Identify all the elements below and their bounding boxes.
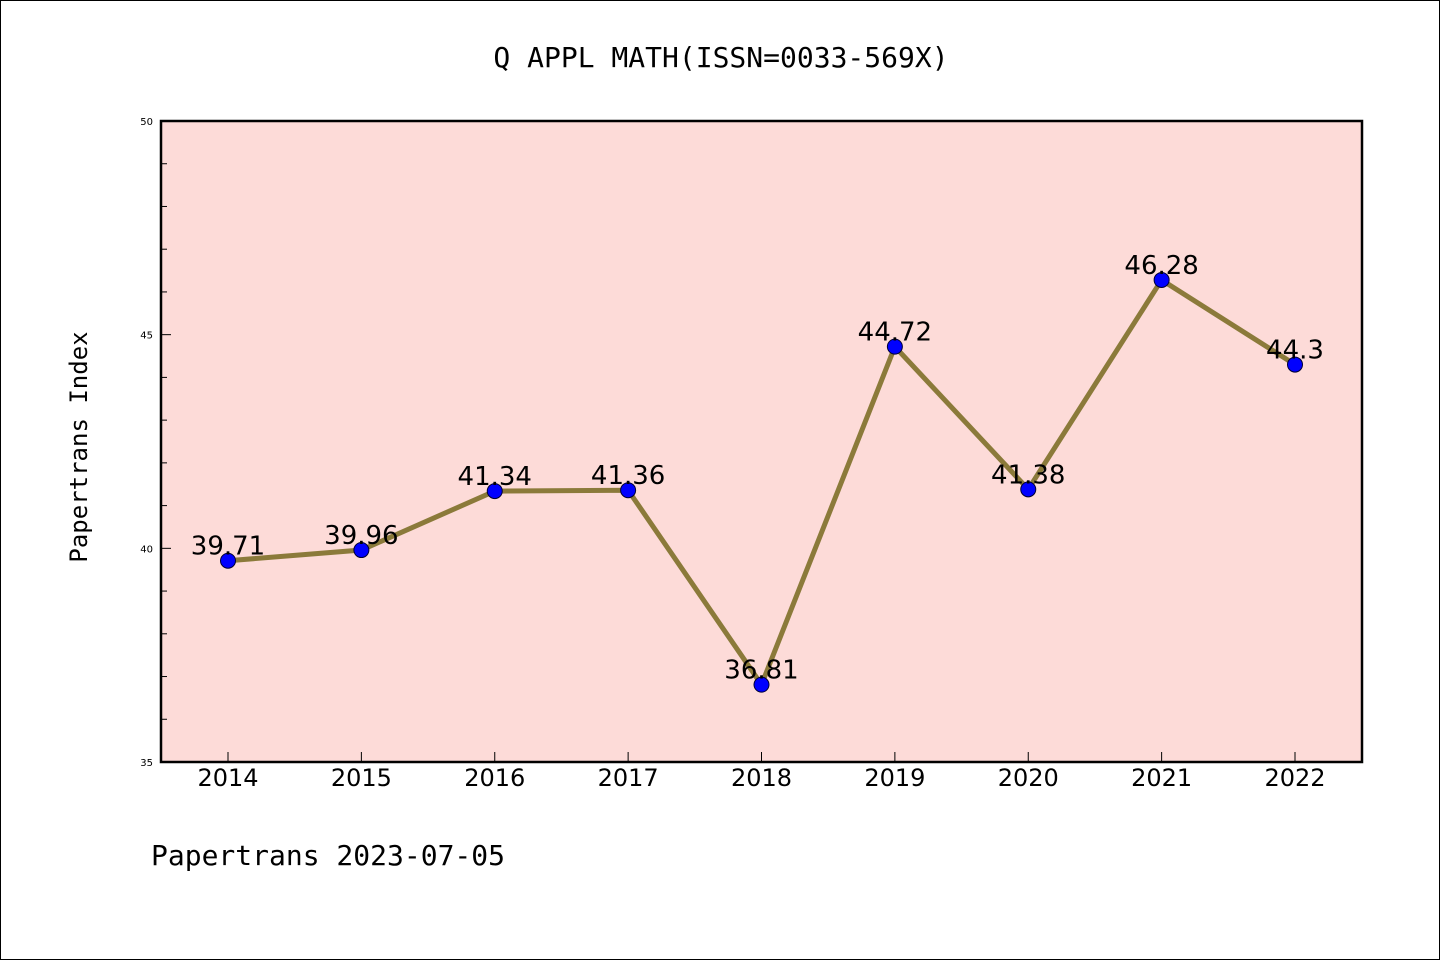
data-label: 44.72 <box>858 318 932 348</box>
x-tick-label: 2018 <box>731 764 792 792</box>
data-point <box>886 338 903 355</box>
data-label: 44.3 <box>1266 336 1324 366</box>
data-point <box>1287 356 1303 373</box>
data-point <box>353 542 370 559</box>
data-point <box>220 552 236 569</box>
data-label: 39.71 <box>191 532 265 562</box>
x-tick-label: 2015 <box>331 764 392 792</box>
y-tick-label: 45 <box>140 331 153 342</box>
y-ticks: 35 40 45 50 <box>140 117 171 769</box>
footer-date: Papertrans 2023-07-05 <box>151 839 505 872</box>
x-tick-label: 2020 <box>998 764 1059 792</box>
data-point <box>486 483 503 500</box>
y-tick-label: 40 <box>140 544 153 555</box>
x-tick-label: 2019 <box>864 764 925 792</box>
x-tick-label: 2022 <box>1264 764 1325 792</box>
y-axis-label: Papertrans Index <box>65 331 93 562</box>
x-tick-label: 2014 <box>197 764 258 792</box>
data-label: 41.34 <box>458 462 532 492</box>
y-tick-label: 35 <box>140 758 153 769</box>
x-ticks: 2014 2015 2016 2017 2018 2019 2020 2021 2022 <box>197 752 1326 792</box>
y-tick-label: 50 <box>140 117 153 128</box>
x-tick-label: 2021 <box>1131 764 1192 792</box>
x-tick-label: 2016 <box>464 764 525 792</box>
data-label: 46.28 <box>1124 251 1198 281</box>
plot-area <box>159 119 1364 764</box>
chart-title: Q APPL MATH(ISSN=0033-569X) <box>493 41 948 74</box>
x-tick-label: 2017 <box>598 764 659 792</box>
data-label: 39.96 <box>324 521 398 551</box>
data-point <box>620 482 637 499</box>
data-label: 41.38 <box>991 460 1065 490</box>
series: 39.71 39.96 41.34 41.36 36.81 44.72 41.38 46.28… <box>191 251 1324 693</box>
data-label: 41.36 <box>591 461 665 491</box>
data-point <box>753 676 770 693</box>
data-point <box>1020 481 1037 498</box>
data-label: 36.81 <box>724 656 798 686</box>
data-point <box>1153 271 1170 288</box>
